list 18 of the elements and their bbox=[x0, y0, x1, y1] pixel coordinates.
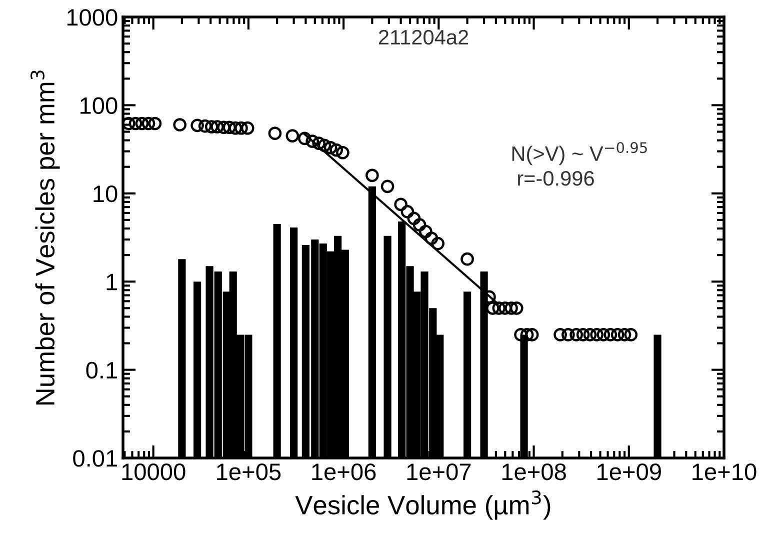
y-tick-label: 0.1 bbox=[86, 362, 117, 379]
x-tick-label: 1e+05 bbox=[217, 463, 281, 480]
y-tick-label: 10 bbox=[94, 185, 118, 202]
y-tick-label: 100 bbox=[80, 97, 118, 114]
x-axis-title: Vesicle Volume (µm$^{3}$) bbox=[295, 490, 550, 520]
y-axis-title: Number of Vesicles per mm$^{3}$ bbox=[30, 70, 60, 404]
x-tick-label: 1e+10 bbox=[692, 463, 756, 480]
x-tick-label: 1e+07 bbox=[407, 463, 471, 480]
y-tick-label: 1 bbox=[106, 274, 117, 290]
annotation: N(>V) ~ V$^{−0.95}$ bbox=[512, 142, 647, 166]
x-tick-label: 1e+09 bbox=[598, 463, 661, 480]
annotation: r=-0.996 bbox=[518, 171, 594, 186]
annotation: 211204a2 bbox=[378, 30, 468, 45]
y-tick-label: 1000 bbox=[67, 9, 118, 26]
y-tick-label: 0.01 bbox=[73, 450, 117, 467]
x-tick-label: 10000 bbox=[122, 463, 186, 480]
x-tick-label: 1e+08 bbox=[502, 463, 566, 480]
x-tick-label: 1e+06 bbox=[312, 463, 376, 480]
